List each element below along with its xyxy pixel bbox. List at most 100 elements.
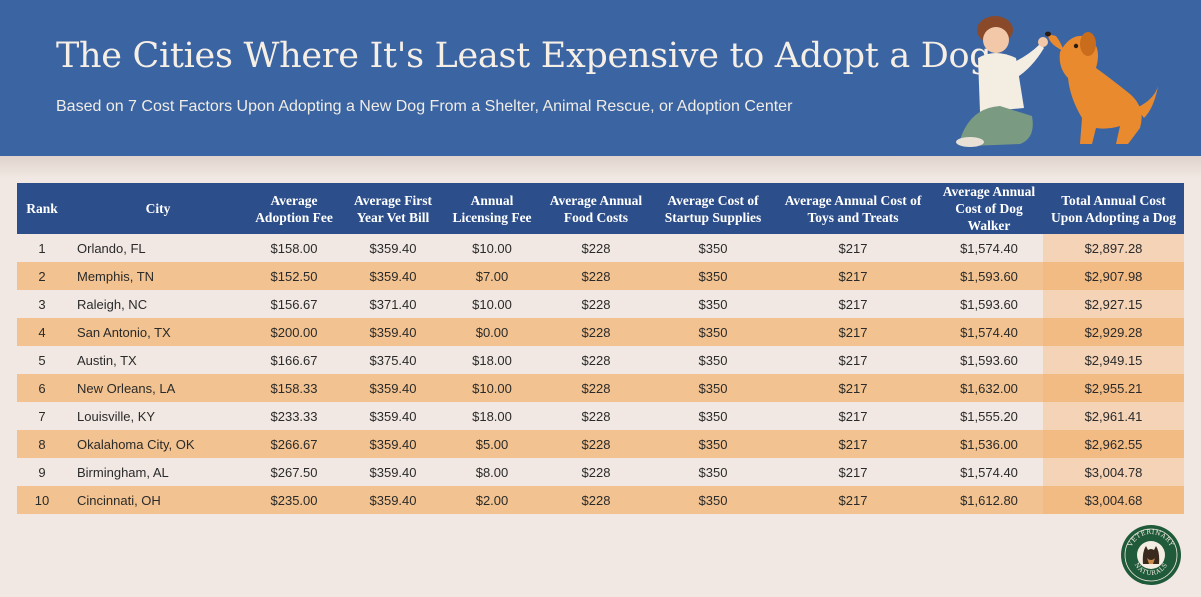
cell-city: Orlando, FL — [67, 234, 249, 262]
cell-food-costs: $228 — [537, 262, 655, 290]
cell-total-cost: $2,962.55 — [1043, 430, 1184, 458]
cell-dog-walker: $1,593.60 — [935, 290, 1043, 318]
cell-toys-treats: $217 — [771, 486, 935, 514]
cell-toys-treats: $217 — [771, 290, 935, 318]
cell-city: Birmingham, AL — [67, 458, 249, 486]
cell-city: Okalahoma City, OK — [67, 430, 249, 458]
header-rank: Rank — [17, 183, 67, 234]
cell-vet-bill: $359.40 — [339, 234, 447, 262]
cell-toys-treats: $217 — [771, 402, 935, 430]
cell-total-cost: $2,955.21 — [1043, 374, 1184, 402]
cell-rank: 7 — [17, 402, 67, 430]
cell-total-cost: $3,004.78 — [1043, 458, 1184, 486]
cell-food-costs: $228 — [537, 318, 655, 346]
cell-rank: 1 — [17, 234, 67, 262]
cell-dog-walker: $1,574.40 — [935, 318, 1043, 346]
cell-licensing-fee: $18.00 — [447, 346, 537, 374]
cell-total-cost: $2,949.15 — [1043, 346, 1184, 374]
cell-startup-supplies: $350 — [655, 262, 771, 290]
cell-toys-treats: $217 — [771, 234, 935, 262]
cell-adoption-fee: $156.67 — [249, 290, 339, 318]
cell-startup-supplies: $350 — [655, 402, 771, 430]
table-header-row: Rank City Average Adoption Fee Average F… — [17, 183, 1184, 234]
header-dog-walker: Average Annual Cost of Dog Walker — [935, 183, 1043, 234]
page-title: The Cities Where It's Least Expensive to… — [56, 36, 992, 76]
header-startup-supplies: Average Cost of Startup Supplies — [655, 183, 771, 234]
cell-rank: 9 — [17, 458, 67, 486]
cell-licensing-fee: $2.00 — [447, 486, 537, 514]
cell-food-costs: $228 — [537, 374, 655, 402]
veterinary-naturals-logo: VETERINARY NATURALS — [1121, 525, 1181, 585]
cell-adoption-fee: $158.00 — [249, 234, 339, 262]
cell-licensing-fee: $0.00 — [447, 318, 537, 346]
cell-startup-supplies: $350 — [655, 290, 771, 318]
cell-total-cost: $2,897.28 — [1043, 234, 1184, 262]
table-row: 10 Cincinnati, OH $235.00 $359.40 $2.00 $228 $… — [17, 486, 1184, 514]
cell-licensing-fee: $5.00 — [447, 430, 537, 458]
cell-adoption-fee: $166.67 — [249, 346, 339, 374]
cell-city: Cincinnati, OH — [67, 486, 249, 514]
header-city: City — [67, 183, 249, 234]
cell-licensing-fee: $7.00 — [447, 262, 537, 290]
header-toys-treats: Average Annual Cost of Toys and Treats — [771, 183, 935, 234]
header-shadow — [0, 156, 1201, 178]
cell-toys-treats: $217 — [771, 374, 935, 402]
cell-dog-walker: $1,632.00 — [935, 374, 1043, 402]
cell-adoption-fee: $200.00 — [249, 318, 339, 346]
cell-food-costs: $228 — [537, 458, 655, 486]
cell-vet-bill: $359.40 — [339, 486, 447, 514]
table-row: 4 San Antonio, TX $200.00 $359.40 $0.00 $228 $… — [17, 318, 1184, 346]
cell-startup-supplies: $350 — [655, 430, 771, 458]
cell-toys-treats: $217 — [771, 346, 935, 374]
table-row: 7 Louisville, KY $233.33 $359.40 $18.00 $228 $… — [17, 402, 1184, 430]
cell-toys-treats: $217 — [771, 458, 935, 486]
header-total-cost: Total Annual Cost Upon Adopting a Dog — [1043, 183, 1184, 234]
cell-dog-walker: $1,574.40 — [935, 458, 1043, 486]
person-high-fiving-dog-illustration — [956, 16, 1158, 147]
cell-toys-treats: $217 — [771, 430, 935, 458]
table-row: 2 Memphis, TN $152.50 $359.40 $7.00 $228 $350 $… — [17, 262, 1184, 290]
cell-vet-bill: $359.40 — [339, 458, 447, 486]
cell-vet-bill: $359.40 — [339, 318, 447, 346]
cell-adoption-fee: $266.67 — [249, 430, 339, 458]
header-food-costs: Average Annual Food Costs — [537, 183, 655, 234]
cell-adoption-fee: $267.50 — [249, 458, 339, 486]
cell-licensing-fee: $8.00 — [447, 458, 537, 486]
cell-rank: 4 — [17, 318, 67, 346]
dog-portrait-logo — [1142, 546, 1160, 564]
table-row: 9 Birmingham, AL $267.50 $359.40 $8.00 $228 $3… — [17, 458, 1184, 486]
cell-city: Raleigh, NC — [67, 290, 249, 318]
cost-table: Rank City Average Adoption Fee Average F… — [17, 183, 1184, 514]
table-row: 3 Raleigh, NC $156.67 $371.40 $10.00 $228 $350… — [17, 290, 1184, 318]
cell-city: New Orleans, LA — [67, 374, 249, 402]
cell-dog-walker: $1,574.40 — [935, 234, 1043, 262]
cell-rank: 8 — [17, 430, 67, 458]
cell-rank: 5 — [17, 346, 67, 374]
cell-adoption-fee: $158.33 — [249, 374, 339, 402]
table-row: 6 New Orleans, LA $158.33 $359.40 $10.00 $228… — [17, 374, 1184, 402]
cell-dog-walker: $1,612.80 — [935, 486, 1043, 514]
cell-startup-supplies: $350 — [655, 234, 771, 262]
cell-dog-walker: $1,555.20 — [935, 402, 1043, 430]
cell-food-costs: $228 — [537, 234, 655, 262]
cell-adoption-fee: $233.33 — [249, 402, 339, 430]
cell-total-cost: $2,961.41 — [1043, 402, 1184, 430]
cell-licensing-fee: $10.00 — [447, 374, 537, 402]
cell-total-cost: $2,907.98 — [1043, 262, 1184, 290]
cell-licensing-fee: $10.00 — [447, 234, 537, 262]
cell-adoption-fee: $235.00 — [249, 486, 339, 514]
cell-vet-bill: $359.40 — [339, 374, 447, 402]
cell-dog-walker: $1,536.00 — [935, 430, 1043, 458]
header-adoption-fee: Average Adoption Fee — [249, 183, 339, 234]
cell-rank: 2 — [17, 262, 67, 290]
table-row: 1 Orlando, FL $158.00 $359.40 $10.00 $228 $350… — [17, 234, 1184, 262]
cell-food-costs: $228 — [537, 430, 655, 458]
cell-startup-supplies: $350 — [655, 486, 771, 514]
cell-vet-bill: $375.40 — [339, 346, 447, 374]
cell-rank: 3 — [17, 290, 67, 318]
cell-food-costs: $228 — [537, 346, 655, 374]
table-row: 8 Okalahoma City, OK $266.67 $359.40 $5.00 $2… — [17, 430, 1184, 458]
cell-rank: 10 — [17, 486, 67, 514]
cell-dog-walker: $1,593.60 — [935, 346, 1043, 374]
header-vet-bill: Average First Year Vet Bill — [339, 183, 447, 234]
